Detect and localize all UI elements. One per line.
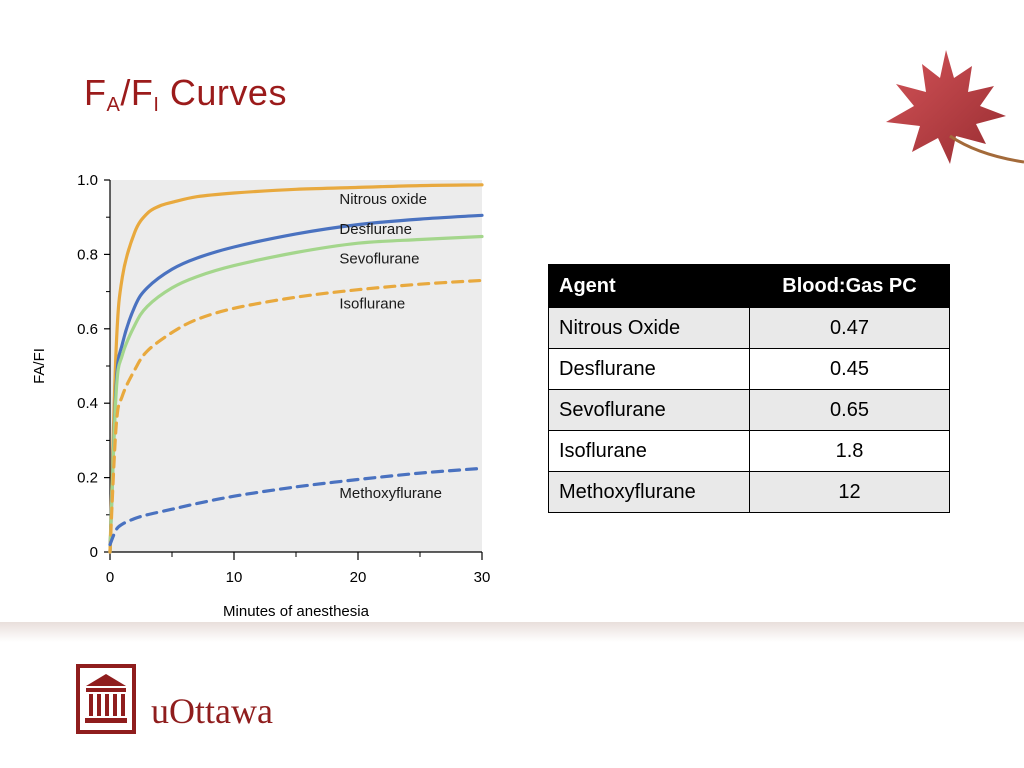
table-row: Nitrous Oxide 0.47: [548, 307, 950, 349]
university-building-icon: [76, 664, 136, 734]
fa-fi-chart: 0 0.2 0.4 0.6 0.8 1.0 0 10 20 30 Nitrous oxide De…: [31, 172, 491, 620]
series-line-methoxyflurane: [108, 466, 484, 547]
footer-divider: [0, 622, 1024, 642]
table-header-row: Agent Blood:Gas PC: [548, 264, 950, 308]
blood-gas-table: Agent Blood:Gas PC Nitrous Oxide 0.47 De…: [548, 264, 950, 513]
agent-cell: Desflurane: [548, 348, 750, 390]
header-blood-gas-pc: Blood:Gas PC: [749, 264, 950, 308]
series-line-nitrous-oxide: [108, 183, 484, 554]
pc-cell: 12: [749, 471, 950, 513]
x-tick-label: 10: [226, 569, 243, 586]
y-tick-label: 0.8: [77, 246, 98, 263]
agent-cell: Sevoflurane: [548, 389, 750, 431]
series-line-isoflurane: [108, 278, 484, 554]
y-tick-label: 0.4: [77, 395, 98, 412]
series-line-desflurane: [108, 213, 484, 554]
y-tick-label: 1.0: [77, 172, 98, 189]
x-ticks: 0 10 20 30: [106, 552, 491, 586]
slide-title: FA/FI Curves: [84, 72, 287, 116]
series-label: Sevoflurane: [339, 251, 419, 268]
uottawa-logo[interactable]: uOttawa: [76, 664, 336, 734]
agent-cell: Methoxyflurane: [548, 471, 750, 513]
table-row: Desflurane 0.45: [548, 348, 950, 390]
series-labels: Nitrous oxide Desflurane Sevoflurane Isoflu…: [339, 191, 442, 502]
y-tick-label: 0.6: [77, 321, 98, 338]
pc-cell: 0.47: [749, 307, 950, 349]
table-row: Methoxyflurane 12: [548, 471, 950, 513]
x-tick-label: 30: [474, 569, 491, 586]
plot-background: [110, 180, 482, 552]
series-label: Methoxyflurane: [339, 485, 442, 502]
pc-cell: 0.45: [749, 348, 950, 390]
series-label: Desflurane: [339, 221, 412, 238]
y-ticks: 0 0.2 0.4 0.6 0.8 1.0: [77, 172, 110, 561]
series-line-sevoflurane: [108, 234, 484, 554]
x-axis-label: Minutes of anesthesia: [223, 603, 370, 620]
series-label: Isoflurane: [339, 295, 405, 312]
series-lines: [108, 183, 484, 554]
table-row: Sevoflurane 0.65: [548, 389, 950, 431]
y-tick-label: 0.2: [77, 470, 98, 487]
agent-cell: Nitrous Oxide: [548, 307, 750, 349]
y-axis-label: FA/FI: [31, 348, 48, 384]
x-tick-label: 0: [106, 569, 114, 586]
pc-cell: 1.8: [749, 430, 950, 472]
brand-name: uOttawa: [151, 691, 273, 731]
x-tick-label: 20: [350, 569, 367, 586]
table-row: Isoflurane 1.8: [548, 430, 950, 472]
header-agent: Agent: [548, 264, 750, 308]
y-tick-label: 0: [90, 544, 98, 561]
series-label: Nitrous oxide: [339, 191, 427, 208]
pc-cell: 0.65: [749, 389, 950, 431]
maple-leaf-icon: [886, 50, 1024, 164]
agent-cell: Isoflurane: [548, 430, 750, 472]
